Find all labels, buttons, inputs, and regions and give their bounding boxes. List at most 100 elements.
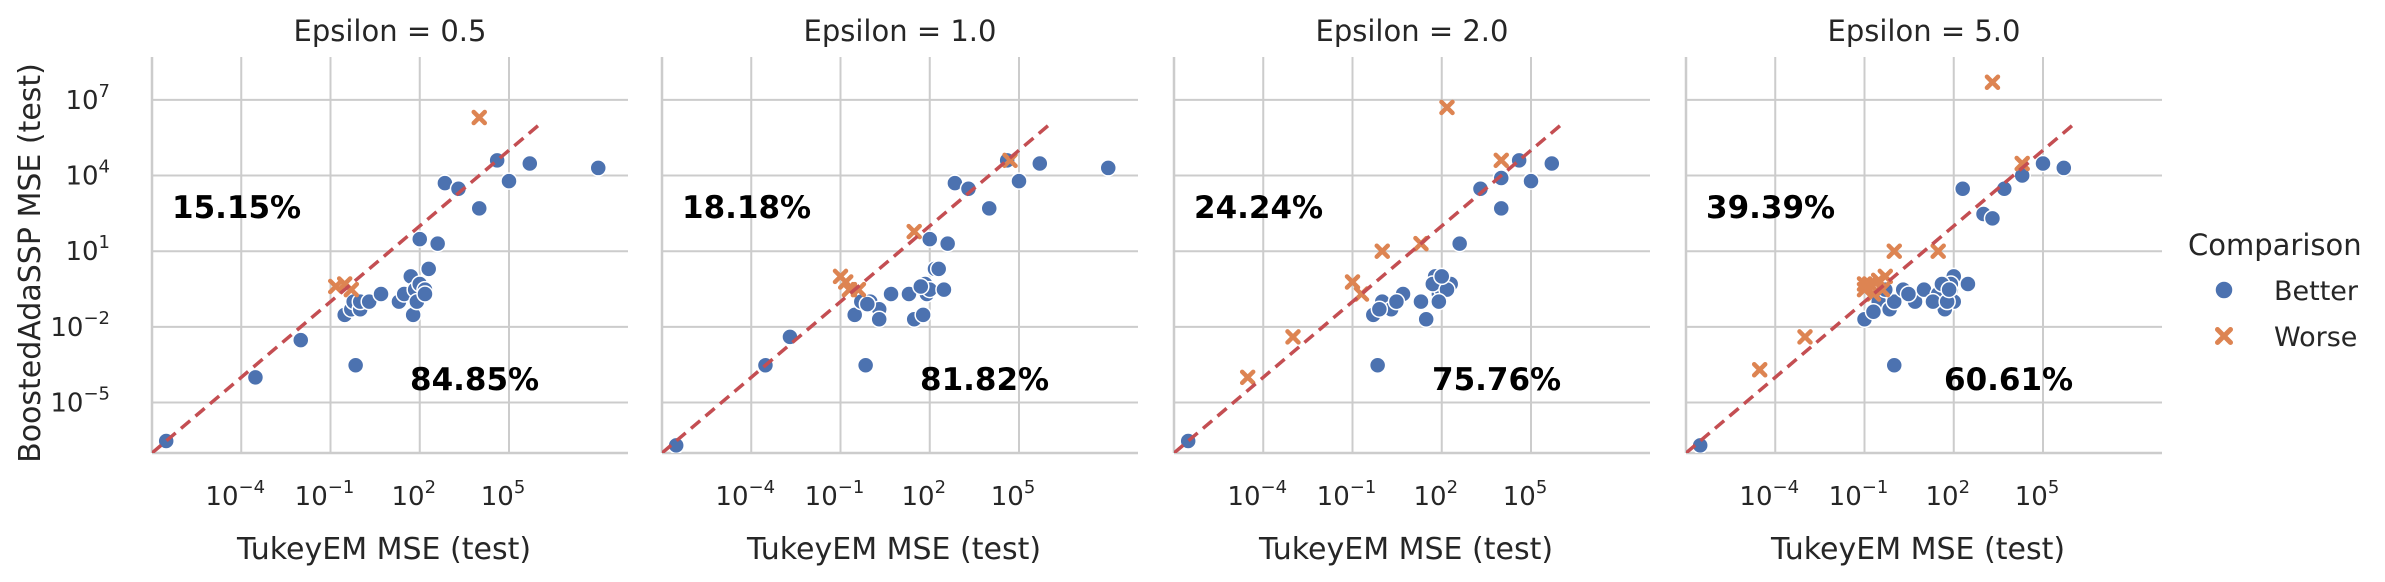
facet-panels: 10−4 10−1 102 105 10−5 10−2 101 104 107 Epsilon =… [50, 14, 2162, 567]
better-point [416, 285, 434, 303]
x-axis-label: TukeyEM MSE (test) [1770, 532, 2065, 567]
better-point [449, 179, 468, 198]
better-point [882, 285, 900, 303]
worse-point [471, 109, 487, 126]
better-point [1430, 292, 1448, 311]
better-point [1368, 356, 1387, 375]
worse-point [1861, 276, 1878, 292]
facet-title: Epsilon = 5.0 [1828, 14, 2021, 48]
better-point [856, 356, 875, 375]
x-tick-label: 102 [391, 477, 436, 512]
x-tick-label: 102 [1413, 477, 1458, 512]
better-point [1031, 154, 1049, 173]
better-point [246, 368, 265, 387]
worse-point [1874, 281, 1891, 298]
better-point [500, 172, 518, 190]
better-point [1691, 436, 1709, 453]
better-point [470, 199, 488, 218]
better-point [2034, 154, 2052, 173]
x-axis-label: TukeyEM MSE (test) [1258, 532, 1553, 567]
better-point [589, 159, 607, 177]
facet-panel-2: 10−4 10−1 102 105 Epsilon = 1.0 TukeyEM MSE (… [660, 14, 1138, 567]
better-point [1543, 154, 1561, 173]
facet-panel-1: 10−4 10−1 102 105 10−5 10−2 101 104 107 Epsilon =… [50, 14, 628, 567]
reference-line [662, 123, 1050, 453]
worse-point [1797, 329, 1813, 345]
worse-point [1439, 99, 1455, 116]
y-tick-label: 104 [65, 157, 110, 192]
better-point [292, 331, 310, 349]
x-tick-label: 105 [481, 477, 526, 512]
better-point [419, 260, 438, 278]
legend-title: Comparison [2188, 228, 2362, 262]
better-point [1492, 199, 1510, 218]
worse-point [1886, 243, 1902, 259]
x-axis-label: TukeyEM MSE (test) [236, 532, 531, 567]
reference-line [1686, 123, 2074, 453]
better-point [521, 154, 539, 173]
legend-label: Better [2274, 276, 2359, 307]
better-percentage: 84.85% [410, 362, 539, 398]
y-axis-label: BoostedAdaSSP MSE (test) [13, 63, 48, 463]
better-point [1417, 310, 1435, 329]
legend-entry-better: Better [2214, 276, 2359, 307]
facet-title: Epsilon = 2.0 [1316, 14, 1509, 48]
y-tick-label: 10−2 [50, 308, 110, 343]
facet-title: Epsilon = 0.5 [294, 14, 487, 48]
legend-entry-worse: Worse [2215, 322, 2357, 353]
reference-line [1174, 123, 1562, 453]
worse-point [1344, 274, 1361, 290]
y-tick-label: 107 [65, 81, 110, 116]
better-point [921, 230, 939, 248]
y-tick-label: 101 [65, 232, 110, 267]
x-tick-label: 10−4 [1739, 477, 1799, 512]
x-tick-label: 102 [1925, 477, 1970, 512]
y-tick-label: 10−5 [50, 384, 110, 419]
worse-percentage: 24.24% [1194, 190, 1323, 226]
better-point [980, 199, 998, 218]
better-point [1940, 280, 1958, 299]
worse-point [2014, 155, 2030, 172]
x-tick-label: 10−1 [1829, 477, 1889, 512]
legend-label: Worse [2274, 322, 2357, 353]
worse-point [1239, 369, 1256, 386]
better-point [1864, 302, 1883, 321]
reference-line [152, 123, 540, 453]
legend-x-marker [2215, 327, 2233, 345]
better-point [1885, 356, 1903, 375]
better-point [1492, 169, 1510, 187]
worse-point [906, 223, 922, 240]
worse-point [837, 274, 854, 290]
better-point [1885, 292, 1903, 311]
legend-circle-marker [2214, 280, 2234, 300]
x-tick-label: 10−1 [1317, 477, 1377, 512]
better-point [2055, 159, 2073, 177]
worse-point [1984, 74, 2001, 90]
x-axis-label: TukeyEM MSE (test) [746, 532, 1041, 567]
better-point [667, 436, 685, 453]
better-point [938, 234, 957, 253]
x-tick-label: 105 [2015, 477, 2060, 512]
better-point [1387, 292, 1406, 311]
better-point [411, 230, 429, 248]
better-point [1450, 234, 1469, 253]
worse-point [1285, 329, 1301, 345]
worse-percentage: 18.18% [682, 190, 811, 226]
legend: Comparison Better Worse [2188, 228, 2362, 353]
x-tick-label: 10−4 [205, 477, 265, 512]
better-point [1983, 209, 2002, 228]
better-point [1959, 275, 1977, 293]
better-point [346, 356, 365, 375]
better-point [1899, 285, 1918, 303]
x-tick-label: 10−1 [805, 477, 865, 512]
better-point [781, 328, 799, 346]
x-tick-label: 10−4 [1227, 477, 1287, 512]
better-point [858, 295, 877, 313]
better-point [1433, 267, 1451, 286]
better-point [1471, 179, 1490, 198]
better-percentage: 81.82% [920, 362, 1049, 398]
better-point [1010, 172, 1028, 190]
x-tick-label: 102 [901, 477, 946, 512]
x-tick-label: 10−4 [715, 477, 775, 512]
